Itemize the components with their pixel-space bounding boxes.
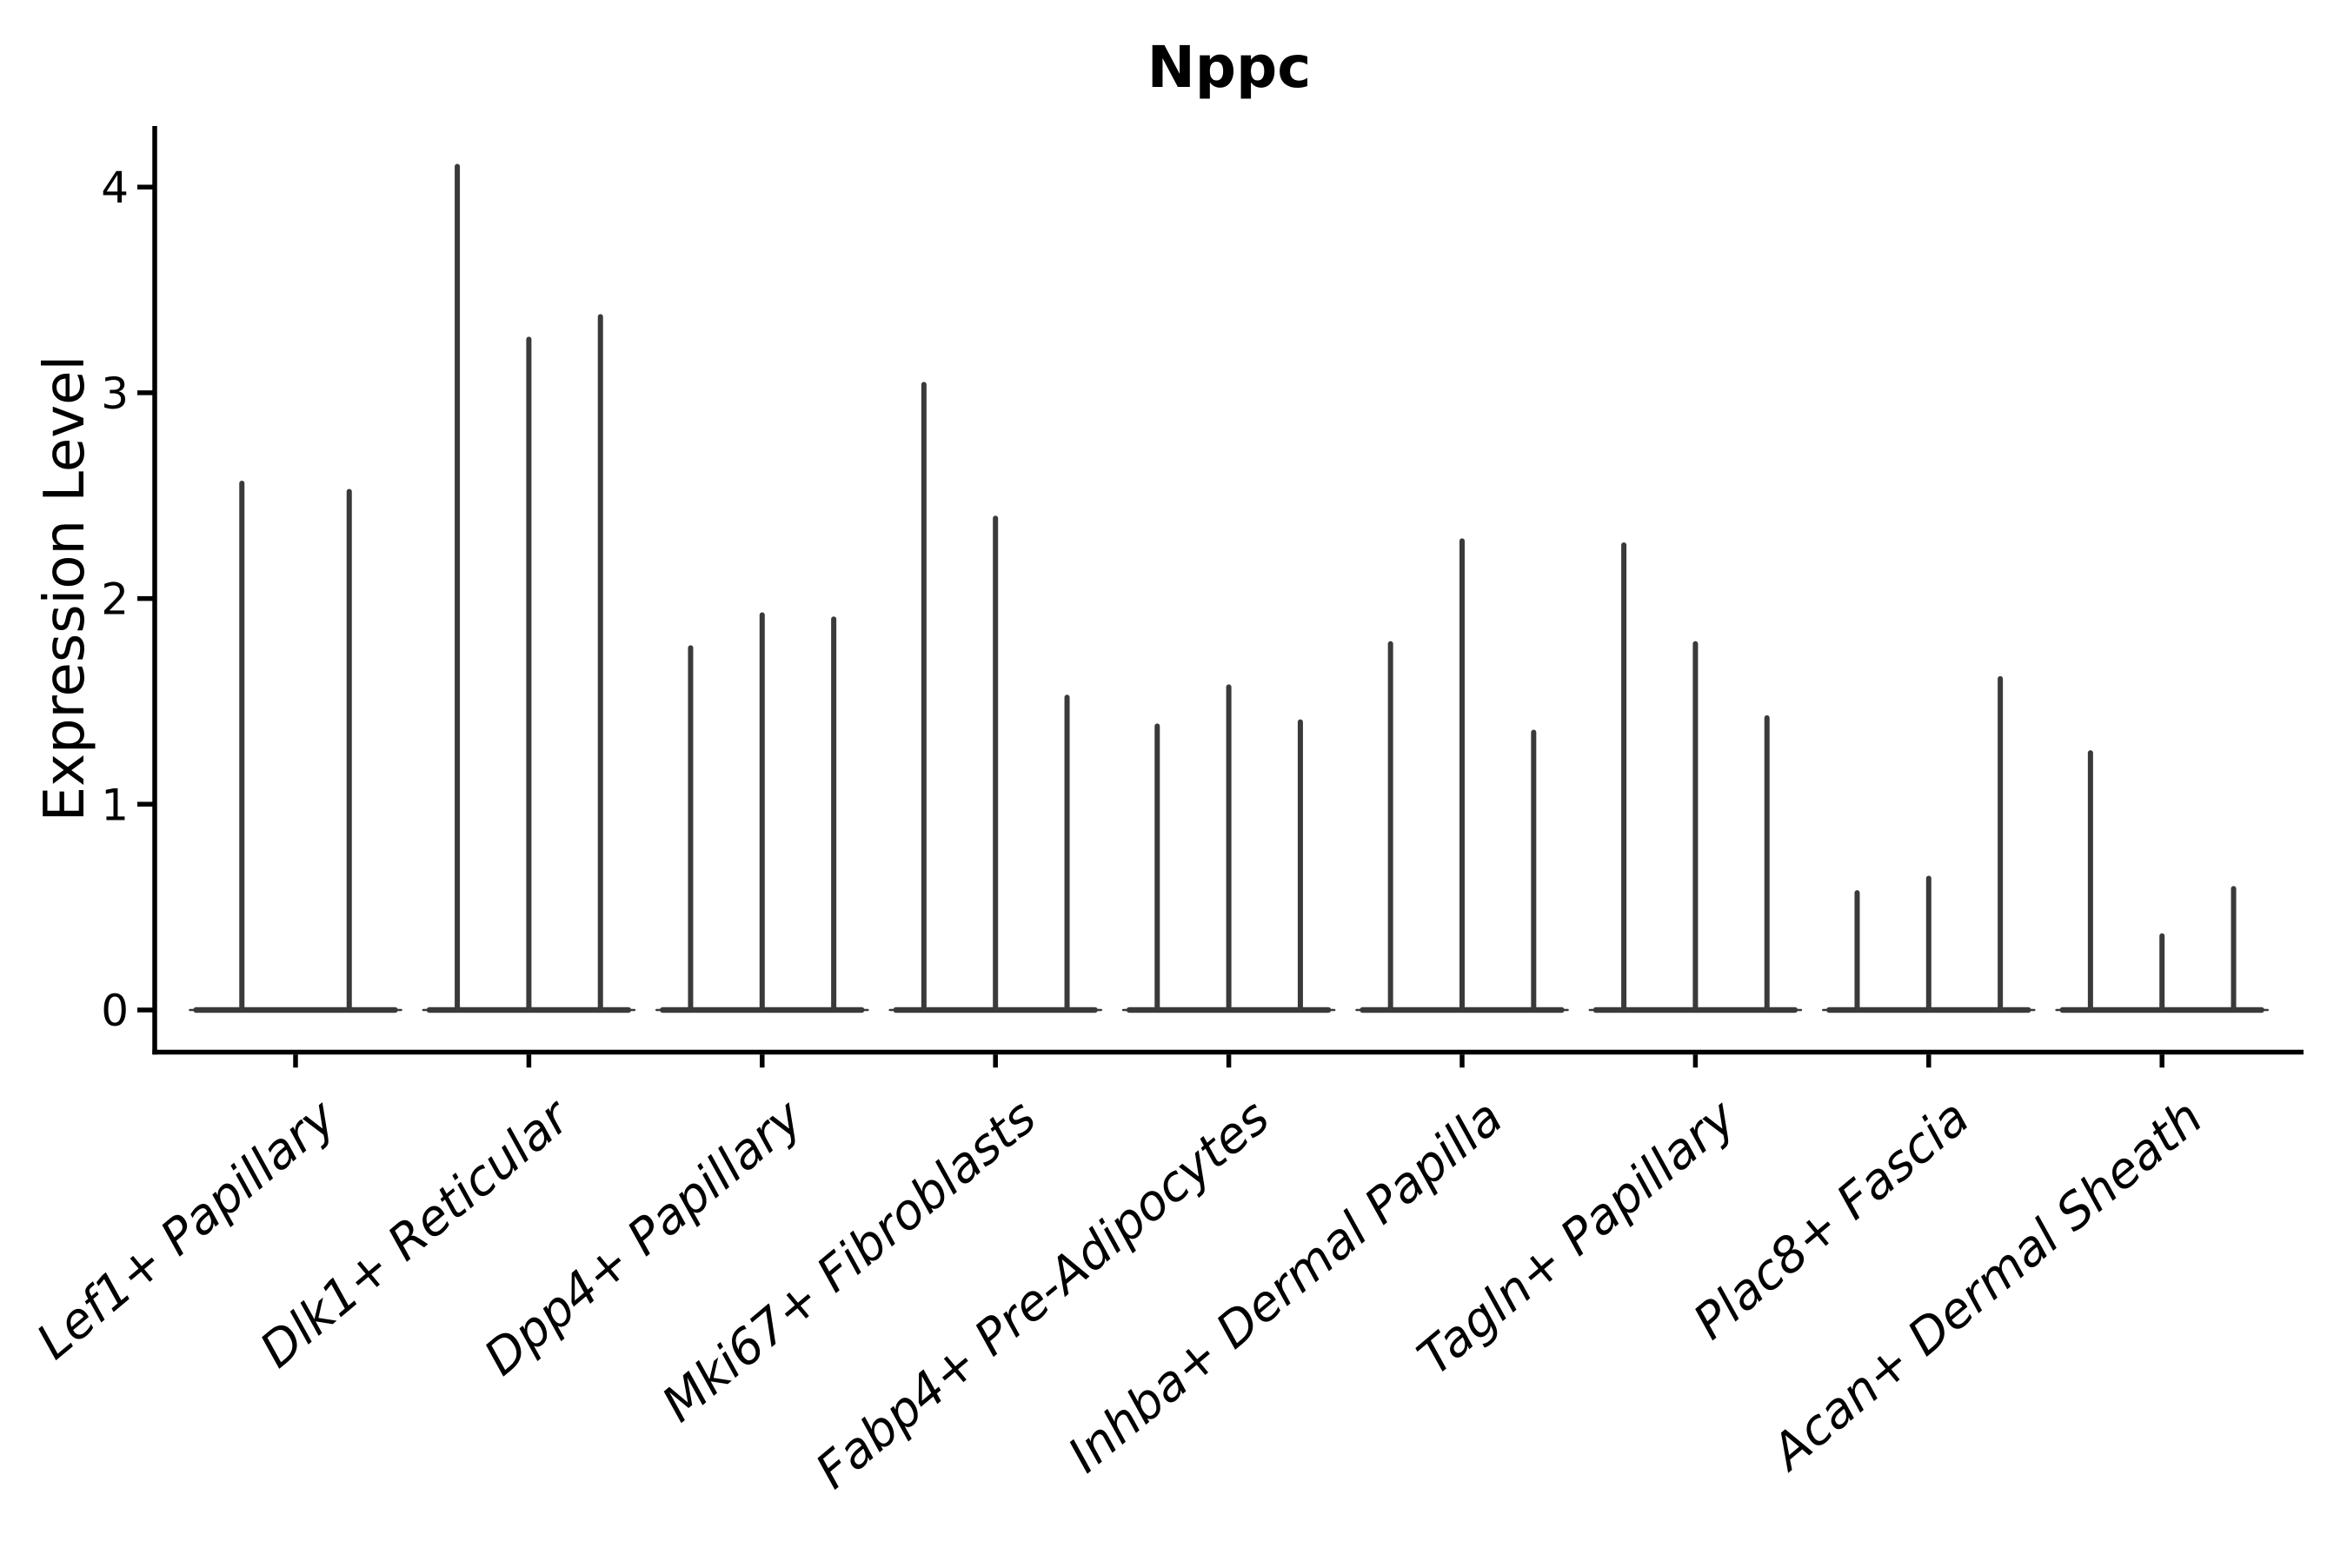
violin-spike-base bbox=[449, 1007, 466, 1011]
violin-spike-base bbox=[1759, 1007, 1775, 1011]
violin-spike-base bbox=[754, 1007, 770, 1011]
violin-spike-base bbox=[1149, 1007, 1166, 1011]
chart-title: Nppc bbox=[1147, 34, 1312, 101]
violin-spike-base bbox=[1220, 1007, 1237, 1011]
y-tick-label: 2 bbox=[101, 575, 129, 625]
x-tick-label: Fabp4+ Pre-Adipocytes bbox=[806, 1089, 1280, 1500]
violin-spike-base bbox=[1526, 1007, 1542, 1011]
violin-spike-base bbox=[592, 1007, 608, 1011]
violin-spike-base bbox=[915, 1007, 932, 1011]
y-axis-label: Expression Level bbox=[33, 355, 97, 822]
y-tick-label: 3 bbox=[101, 369, 129, 419]
violin-spike-base bbox=[826, 1007, 842, 1011]
violin-spike-base bbox=[2082, 1007, 2098, 1011]
violin-spike-base bbox=[1992, 1007, 2009, 1011]
violin-spike-base bbox=[1382, 1007, 1399, 1011]
y-tick-label: 0 bbox=[101, 986, 129, 1036]
violin-spike-base bbox=[1454, 1007, 1470, 1011]
violin-spike-base bbox=[341, 1007, 357, 1011]
y-tick-label: 1 bbox=[101, 780, 129, 830]
violin-spike-base bbox=[2154, 1007, 2171, 1011]
violin-spike-base bbox=[1687, 1007, 1704, 1011]
violin-spike-base bbox=[1920, 1007, 1937, 1011]
violin-spike-base bbox=[1616, 1007, 1632, 1011]
x-tick-label: Inhba+ Dermal Papilla bbox=[1058, 1089, 1513, 1484]
violin-spike-base bbox=[987, 1007, 1004, 1011]
violin-spike-base bbox=[1849, 1007, 1865, 1011]
violin-spike-base bbox=[521, 1007, 537, 1011]
x-tick-label: Mki67+ Fibroblasts bbox=[652, 1089, 1047, 1433]
violin-spike-base bbox=[682, 1007, 699, 1011]
violin-spike-base bbox=[1059, 1007, 1075, 1011]
violin-spike-base bbox=[1292, 1007, 1308, 1011]
violin-spike-base bbox=[2225, 1007, 2242, 1011]
violin-spike-base bbox=[234, 1007, 250, 1011]
y-tick-label: 4 bbox=[101, 163, 129, 213]
x-tick-label: Acan+ Dermal Sheath bbox=[1759, 1089, 2213, 1483]
